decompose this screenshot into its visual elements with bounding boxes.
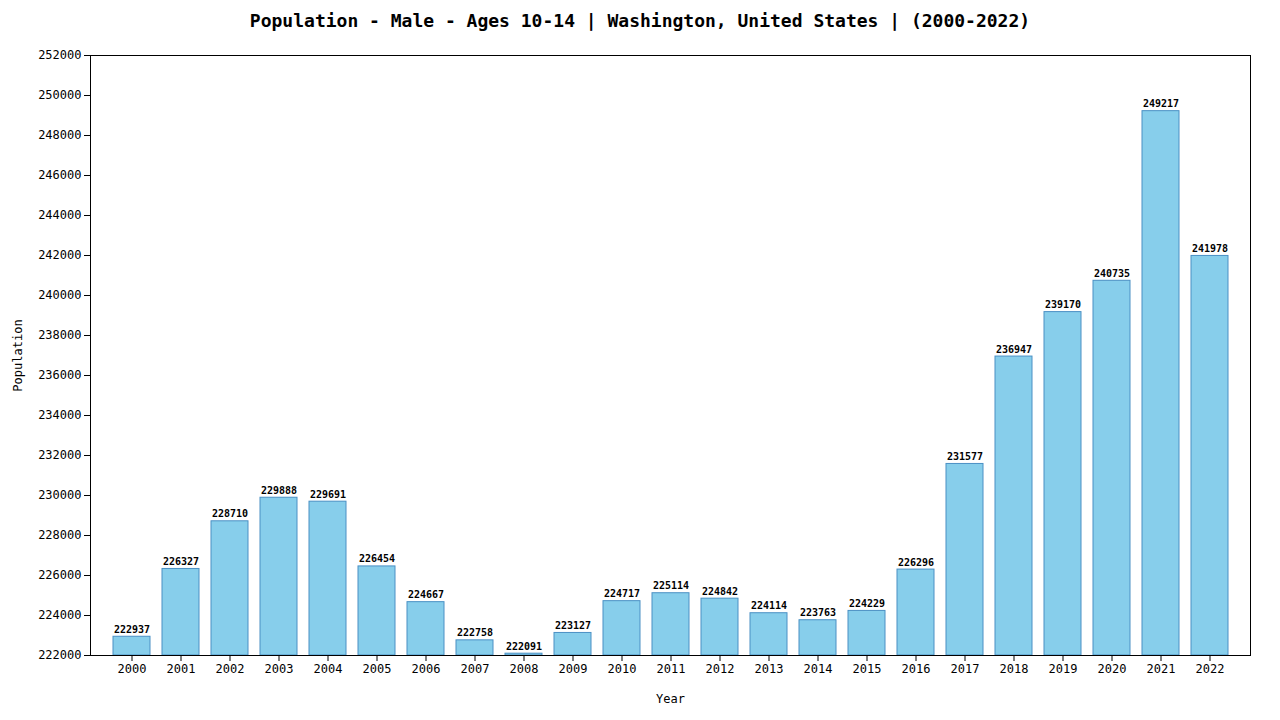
svg-text:236947: 236947	[996, 344, 1032, 355]
svg-text:222758: 222758	[457, 627, 493, 638]
svg-text:2006: 2006	[412, 662, 441, 676]
svg-text:230000: 230000	[38, 488, 81, 502]
svg-text:240735: 240735	[1094, 268, 1130, 279]
svg-text:241978: 241978	[1192, 243, 1228, 254]
svg-text:223763: 223763	[800, 607, 836, 618]
svg-text:226327: 226327	[163, 556, 199, 567]
svg-text:234000: 234000	[38, 408, 81, 422]
html-text:Population - Male - Ages 10-14: Population - Male - Ages 10-14 | Washing…	[249, 10, 1031, 31]
svg-text:2008: 2008	[510, 662, 539, 676]
svg-text:2010: 2010	[608, 662, 637, 676]
svg-text:2005: 2005	[363, 662, 392, 676]
svg-text:226454: 226454	[359, 553, 395, 564]
svg-text:239170: 239170	[1045, 299, 1081, 310]
svg-text:229691: 229691	[310, 489, 346, 500]
svg-text:246000: 246000	[38, 168, 81, 182]
svg-text:222937: 222937	[114, 624, 150, 635]
svg-text:2019: 2019	[1049, 662, 1078, 676]
svg-text:2004: 2004	[314, 662, 343, 676]
svg-text:252000: 252000	[38, 48, 81, 62]
svg-text:226296: 226296	[898, 557, 934, 568]
svg-text:2022: 2022	[1196, 662, 1225, 676]
svg-text:248000: 248000	[38, 128, 81, 142]
svg-text:223127: 223127	[555, 620, 591, 631]
svg-text:2016: 2016	[902, 662, 931, 676]
svg-text:2021: 2021	[1147, 662, 1176, 676]
svg-text:2002: 2002	[216, 662, 245, 676]
svg-text:229888: 229888	[261, 485, 297, 496]
svg-text:2018: 2018	[1000, 662, 1029, 676]
svg-text:231577: 231577	[947, 451, 983, 462]
svg-text:244000: 244000	[38, 208, 81, 222]
svg-text:2001: 2001	[167, 662, 196, 676]
svg-text:2007: 2007	[461, 662, 490, 676]
svg-text:2009: 2009	[559, 662, 588, 676]
svg-text:240000: 240000	[38, 288, 81, 302]
svg-text:228000: 228000	[38, 528, 81, 542]
svg-text:236000: 236000	[38, 368, 81, 382]
svg-text:2000: 2000	[118, 662, 147, 676]
svg-text:226000: 226000	[38, 568, 81, 582]
svg-text:222091: 222091	[506, 641, 542, 652]
svg-text:224229: 224229	[849, 598, 885, 609]
svg-text:224717: 224717	[604, 588, 640, 599]
svg-text:2013: 2013	[755, 662, 784, 676]
svg-text:238000: 238000	[38, 328, 81, 342]
svg-text:242000: 242000	[38, 248, 81, 262]
svg-text:224000: 224000	[38, 608, 81, 622]
svg-text:224842: 224842	[702, 586, 738, 597]
svg-text:232000: 232000	[38, 448, 81, 462]
svg-text:2017: 2017	[951, 662, 980, 676]
svg-text:224667: 224667	[408, 589, 444, 600]
svg-text:Year: Year	[656, 692, 685, 706]
svg-text:Population: Population	[11, 319, 25, 391]
svg-text:249217: 249217	[1143, 98, 1179, 109]
svg-text:224114: 224114	[751, 600, 787, 611]
svg-text:225114: 225114	[653, 580, 689, 591]
svg-text:250000: 250000	[38, 88, 81, 102]
svg-text:222000: 222000	[38, 648, 81, 662]
svg-text:2003: 2003	[265, 662, 294, 676]
svg-text:2015: 2015	[853, 662, 882, 676]
svg-text:2012: 2012	[706, 662, 735, 676]
svg-text:228710: 228710	[212, 508, 248, 519]
svg-text:2020: 2020	[1098, 662, 1127, 676]
svg-text:2011: 2011	[657, 662, 686, 676]
svg-text:2014: 2014	[804, 662, 833, 676]
